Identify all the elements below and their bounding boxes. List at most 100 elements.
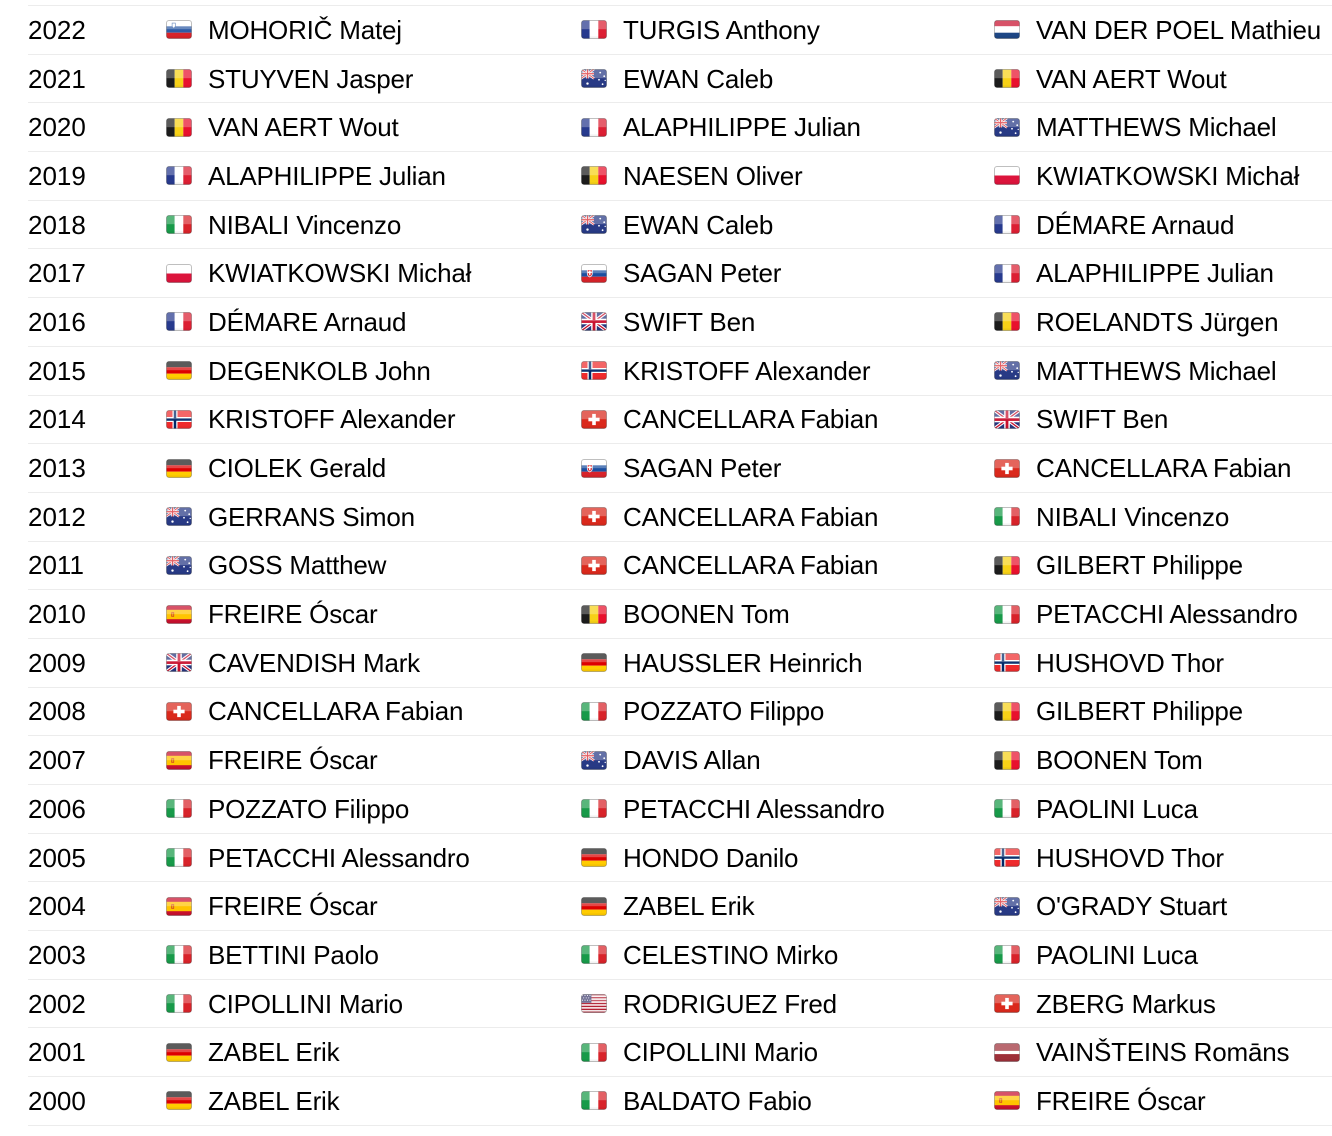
rider-name: HAUSSLER Heinrich [623,647,863,678]
rider-name: GERRANS Simon [208,501,415,532]
de-flag-icon [581,848,607,868]
au-flag-icon [166,507,192,527]
si-flag-icon [166,20,192,40]
rider-name: NIBALI Vincenzo [208,209,402,240]
rider-name: TURGIS Anthony [623,14,820,45]
rider-name: KWIATKOWSKI Michał [208,258,472,289]
podium-second-cell: HONDO Danilo [581,845,994,871]
podium-second-cell: BOONEN Tom [581,601,994,627]
table-row: 2003 BETTINI Paolo CELESTINO Mirko PAOLI… [28,930,1332,979]
ch-flag-icon [581,507,607,527]
podium-third-cell: KWIATKOWSKI Michał [994,163,1332,189]
podium-first-cell: CIPOLLINI Mario [166,991,581,1017]
no-flag-icon [994,653,1020,673]
year-cell: 2007 [28,747,166,773]
podium-second-cell: BALDATO Fabio [581,1088,994,1114]
rider-name: FREIRE Óscar [1036,1085,1206,1116]
ch-flag-icon [581,555,607,575]
podium-second-cell: POZZATO Filippo [581,698,994,724]
year-cell: 2000 [28,1088,166,1114]
rider-name: DÉMARE Arnaud [1036,209,1235,240]
rider-name: FREIRE Óscar [208,891,378,922]
table-row: 2007 FREIRE Óscar DAVIS Allan BOONEN Tom [28,735,1332,784]
year-cell: 2005 [28,845,166,871]
podium-second-cell: HAUSSLER Heinrich [581,650,994,676]
nl-flag-icon [994,20,1020,40]
podium-second-cell: SWIFT Ben [581,309,994,335]
it-flag-icon [166,215,192,235]
podium-first-cell: GOSS Matthew [166,552,581,578]
podium-second-cell: TURGIS Anthony [581,17,994,43]
rider-name: ZBERG Markus [1036,988,1216,1019]
year-cell: 2012 [28,504,166,530]
it-flag-icon [166,994,192,1014]
rider-name: ROELANDTS Jürgen [1036,306,1279,337]
be-flag-icon [994,750,1020,770]
rider-name: CIPOLLINI Mario [623,1037,818,1068]
podium-third-cell: GILBERT Philippe [994,698,1332,724]
year-label: 2022 [28,14,86,45]
year-label: 2009 [28,647,86,678]
rider-name: MATTHEWS Michael [1036,112,1277,143]
rider-name: PETACCHI Alessandro [623,793,885,824]
podium-third-cell: NIBALI Vincenzo [994,504,1332,530]
podium-second-cell: EWAN Caleb [581,66,994,92]
podium-first-cell: VAN AERT Wout [166,114,581,140]
rider-name: SAGAN Peter [623,453,782,484]
rider-name: CANCELLARA Fabian [623,501,879,532]
rider-name: CIPOLLINI Mario [208,988,403,1019]
rider-name: KRISTOFF Alexander [623,355,871,386]
year-label: 2017 [28,258,86,289]
year-cell: 2016 [28,309,166,335]
rider-name: CELESTINO Mirko [623,939,839,970]
it-flag-icon [581,945,607,965]
podium-first-cell: POZZATO Filippo [166,796,581,822]
rider-name: O'GRADY Stuart [1036,891,1227,922]
sk-flag-icon [581,458,607,478]
be-flag-icon [166,69,192,89]
rider-name: EWAN Caleb [623,63,774,94]
table-row: 2011 GOSS Matthew CANCELLARA Fabian GILB… [28,540,1332,590]
de-flag-icon [166,361,192,381]
rider-name: ALAPHILIPPE Julian [1036,258,1274,289]
rider-name: PETACCHI Alessandro [208,842,470,873]
rider-name: ZABEL Erik [208,1037,340,1068]
be-flag-icon [994,312,1020,332]
rider-name: PETACCHI Alessandro [1036,599,1298,630]
podium-first-cell: FREIRE Óscar [166,747,581,773]
winners-table: 2022 MOHORIČ Matej TURGIS Anthony VAN DE… [28,0,1332,1126]
it-flag-icon [581,1091,607,1111]
rider-name: ZABEL Erik [208,1085,340,1116]
podium-second-cell: CANCELLARA Fabian [581,406,994,432]
year-label: 2012 [28,501,86,532]
podium-second-cell: RODRIGUEZ Fred [581,991,994,1017]
year-label: 2008 [28,696,86,727]
podium-first-cell: FREIRE Óscar [166,601,581,627]
table-row: 2002 CIPOLLINI Mario RODRIGUEZ Fred ZBER… [28,978,1332,1028]
podium-first-cell: PETACCHI Alessandro [166,845,581,871]
es-flag-icon [994,1091,1020,1111]
rider-name: DAVIS Allan [623,745,761,776]
rider-name: GILBERT Philippe [1036,696,1243,727]
rider-name: MATTHEWS Michael [1036,355,1277,386]
au-flag-icon [994,896,1020,916]
rider-name: NAESEN Oliver [623,160,803,191]
rider-name: KRISTOFF Alexander [208,404,456,435]
year-cell: 2009 [28,650,166,676]
year-label: 2005 [28,842,86,873]
year-label: 2016 [28,306,86,337]
podium-third-cell: BOONEN Tom [994,747,1332,773]
it-flag-icon [166,945,192,965]
rider-name: POZZATO Filippo [623,696,825,727]
rider-name: ALAPHILIPPE Julian [623,112,861,143]
year-cell: 2021 [28,66,166,92]
year-cell: 2015 [28,358,166,384]
no-flag-icon [994,848,1020,868]
fr-flag-icon [166,166,192,186]
rider-name: VAN DER POEL Mathieu [1036,14,1321,45]
podium-third-cell: O'GRADY Stuart [994,893,1332,919]
au-flag-icon [994,361,1020,381]
table-row: 2021 STUYVEN Jasper EWAN Caleb VAN AERT … [28,53,1332,103]
rider-name: FREIRE Óscar [208,599,378,630]
rider-name: PAOLINI Luca [1036,793,1198,824]
